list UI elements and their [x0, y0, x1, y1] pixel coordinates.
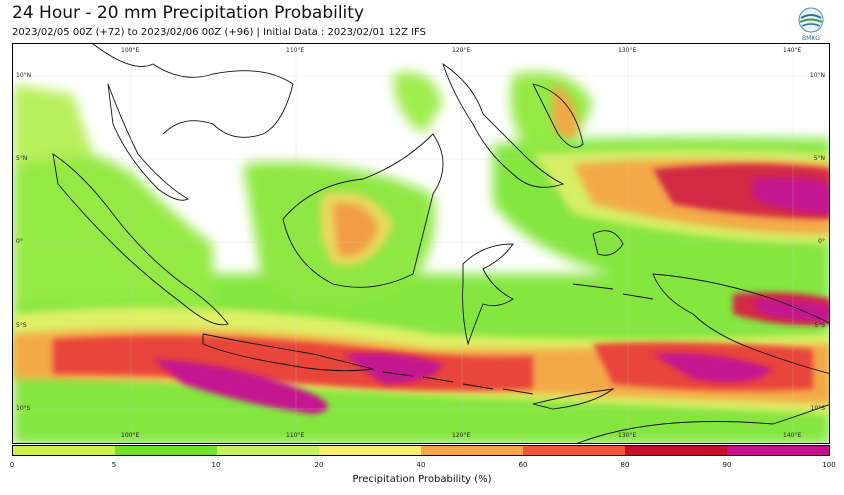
lon-label-110e-bottom: 110°E [286, 432, 305, 439]
colorbar-tick-60: 60 [518, 461, 528, 469]
colorbar-tick-5: 5 [111, 461, 117, 469]
bmkg-logo-icon: BMKG [796, 6, 826, 42]
colorbar-segment-60-80 [523, 446, 625, 455]
lon-label-140e-top: 140°E [783, 47, 802, 54]
lat-label-5n-right: 5°N [813, 155, 825, 162]
lat-label-10s-right: 10°S [810, 405, 825, 412]
coastlines [52, 44, 829, 443]
precipitation-map: 100°E 110°E 120°E 130°E 140°E 100°E 110°… [12, 43, 830, 444]
colorbar [12, 445, 830, 456]
lat-label-0-left: 0° [16, 238, 23, 245]
colorbar-segment-90-100 [727, 446, 829, 455]
lat-label-10n-right: 10°N [809, 72, 825, 79]
lon-label-120e-bottom: 120°E [452, 432, 471, 439]
lat-label-10s-left: 10°S [16, 405, 31, 412]
colorbar-tick-20: 20 [314, 461, 324, 469]
lon-label-110e-top: 110°E [286, 47, 305, 54]
lat-label-0-right: 0° [818, 238, 825, 245]
lon-label-130e-bottom: 130°E [618, 432, 637, 439]
colorbar-tick-80: 80 [620, 461, 630, 469]
colorbar-tick-10: 10 [211, 461, 221, 469]
lon-label-130e-top: 130°E [618, 47, 637, 54]
lat-label-5s-right: 5°S [814, 322, 825, 329]
lat-label-10n-left: 10°N [16, 72, 32, 79]
chart-subtitle: 2023/02/05 00Z (+72) to 2023/02/06 00Z (… [12, 27, 426, 38]
colorbar-tick-100: 100 [822, 461, 836, 469]
colorbar-segment-80-90 [625, 446, 727, 455]
lon-label-140e-bottom: 140°E [783, 432, 802, 439]
lat-label-5s-left: 5°S [16, 322, 27, 329]
lon-label-100e-bottom: 100°E [121, 432, 140, 439]
lon-label-100e-top: 100°E [121, 47, 140, 54]
lat-label-5n-left: 5°N [16, 155, 28, 162]
lon-label-120e-top: 120°E [452, 47, 471, 54]
chart-title: 24 Hour - 20 mm Precipitation Probabilit… [12, 3, 365, 23]
colorbar-segment-5-10 [115, 446, 217, 455]
colorbar-tick-40: 40 [416, 461, 426, 469]
colorbar-segment-20-40 [319, 446, 421, 455]
colorbar-label: Precipitation Probability (%) [352, 474, 492, 485]
colorbar-segment-0-5 [13, 446, 115, 455]
colorbar-segment-40-60 [421, 446, 523, 455]
colorbar-segment-10-20 [217, 446, 319, 455]
colorbar-tick-0: 0 [9, 461, 15, 469]
colorbar-tick-90: 90 [722, 461, 732, 469]
bmkg-logo-text: BMKG [802, 35, 820, 42]
prob-layer-90-100 [153, 177, 829, 414]
